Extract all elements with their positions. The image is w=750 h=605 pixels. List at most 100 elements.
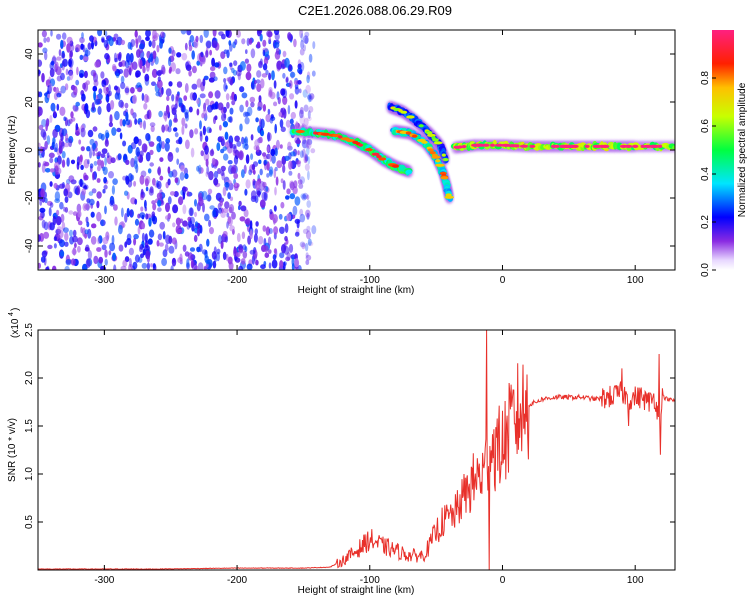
noise-blob bbox=[64, 207, 69, 213]
noise-blob bbox=[175, 147, 180, 153]
noise-blob bbox=[268, 249, 272, 255]
noise-blob bbox=[228, 40, 232, 46]
noise-blob bbox=[312, 41, 316, 50]
noise-blob bbox=[64, 265, 70, 270]
noise-blob bbox=[282, 96, 288, 105]
noise-blob bbox=[147, 238, 153, 245]
trace-1-peak bbox=[418, 124, 424, 128]
noise-blob bbox=[148, 229, 155, 238]
noise-blob bbox=[299, 106, 304, 115]
noise-blob bbox=[170, 62, 176, 72]
noise-blob bbox=[151, 81, 156, 86]
noise-blob bbox=[183, 109, 190, 115]
colorbar-tick-label: 0.6 bbox=[700, 119, 711, 133]
noise-blob bbox=[268, 36, 272, 44]
noise-blob bbox=[275, 139, 280, 150]
noise-blob bbox=[55, 216, 62, 226]
noise-blob bbox=[242, 111, 249, 118]
noise-blob bbox=[188, 70, 192, 77]
noise-blob bbox=[92, 143, 97, 150]
noise-blob bbox=[101, 148, 108, 155]
noise-blob bbox=[159, 157, 164, 163]
noise-blob bbox=[120, 265, 127, 270]
x-tick-label: 100 bbox=[627, 575, 644, 586]
noise-blob bbox=[307, 110, 311, 119]
noise-blob bbox=[254, 228, 258, 235]
noise-blob bbox=[62, 227, 69, 233]
noise-blob bbox=[174, 177, 179, 184]
noise-blob bbox=[94, 99, 101, 105]
noise-blob bbox=[180, 30, 187, 35]
x-tick-label: -200 bbox=[227, 275, 247, 286]
noise-blob bbox=[105, 132, 110, 139]
noise-blob bbox=[299, 213, 306, 223]
noise-blob bbox=[172, 204, 179, 214]
noise-blob bbox=[157, 166, 161, 176]
noise-blob bbox=[80, 226, 83, 234]
noise-blob bbox=[85, 80, 91, 86]
noise-blob bbox=[90, 236, 97, 245]
noise-blob bbox=[98, 235, 103, 244]
noise-blob bbox=[60, 85, 66, 94]
noise-blob bbox=[91, 223, 97, 229]
noise-blob bbox=[130, 61, 134, 72]
noise-blob bbox=[114, 92, 119, 100]
noise-blob bbox=[208, 170, 214, 181]
noise-blob bbox=[92, 171, 95, 181]
noise-blob bbox=[83, 158, 90, 169]
noise-blob bbox=[243, 138, 247, 144]
trace-1-peak bbox=[400, 110, 408, 114]
noise-blob bbox=[149, 149, 154, 156]
noise-blob bbox=[287, 104, 291, 115]
noise-blob bbox=[120, 75, 125, 84]
noise-blob bbox=[75, 123, 79, 131]
noise-blob bbox=[303, 117, 309, 127]
noise-blob bbox=[140, 194, 144, 201]
noise-blob bbox=[112, 65, 117, 72]
noise-blob bbox=[245, 49, 248, 54]
noise-blob bbox=[93, 90, 96, 101]
noise-blob bbox=[185, 112, 189, 122]
noise-blob bbox=[86, 146, 91, 152]
noise-blob bbox=[219, 124, 222, 131]
noise-blob bbox=[289, 71, 296, 78]
noise-blob bbox=[89, 149, 92, 159]
noise-blob bbox=[96, 178, 101, 183]
noise-blob bbox=[265, 186, 269, 192]
noise-blob bbox=[274, 30, 280, 36]
noise-blob bbox=[77, 245, 81, 253]
trace-3-peak bbox=[572, 144, 579, 148]
noise-blob bbox=[178, 97, 183, 107]
noise-blob bbox=[217, 102, 224, 111]
trace-3-peak bbox=[601, 144, 610, 148]
noise-blob bbox=[255, 79, 261, 84]
noise-blob bbox=[306, 212, 310, 220]
noise-blob bbox=[119, 132, 123, 140]
snr-panel: -300 -200 -100 0 100 0.5 1.0 1.5 2.0 2.5 Height … bbox=[7, 308, 676, 596]
noise-blob bbox=[168, 235, 173, 245]
noise-blob bbox=[190, 147, 195, 158]
noise-blob bbox=[65, 68, 69, 76]
noise-blob bbox=[189, 216, 195, 225]
noise-blob bbox=[81, 32, 84, 39]
noise-blob bbox=[213, 62, 220, 68]
noise-blob bbox=[167, 178, 171, 186]
noise-blob bbox=[307, 139, 313, 146]
noise-blob bbox=[91, 40, 94, 50]
noise-blob bbox=[239, 61, 246, 71]
noise-blob bbox=[146, 110, 150, 119]
noise-blob bbox=[117, 53, 122, 62]
noise-blob bbox=[52, 215, 57, 226]
noise-blob bbox=[301, 148, 306, 158]
noise-blob bbox=[181, 104, 186, 113]
noise-blob bbox=[305, 259, 310, 265]
noise-blob bbox=[142, 65, 146, 74]
noise-blob bbox=[271, 259, 278, 269]
noise-blob bbox=[184, 251, 190, 257]
noise-blob bbox=[144, 245, 150, 252]
noise-blob bbox=[114, 85, 118, 91]
noise-blob bbox=[195, 35, 199, 43]
noise-blob bbox=[232, 228, 235, 235]
noise-blob bbox=[231, 211, 236, 220]
noise-blob bbox=[250, 48, 256, 59]
